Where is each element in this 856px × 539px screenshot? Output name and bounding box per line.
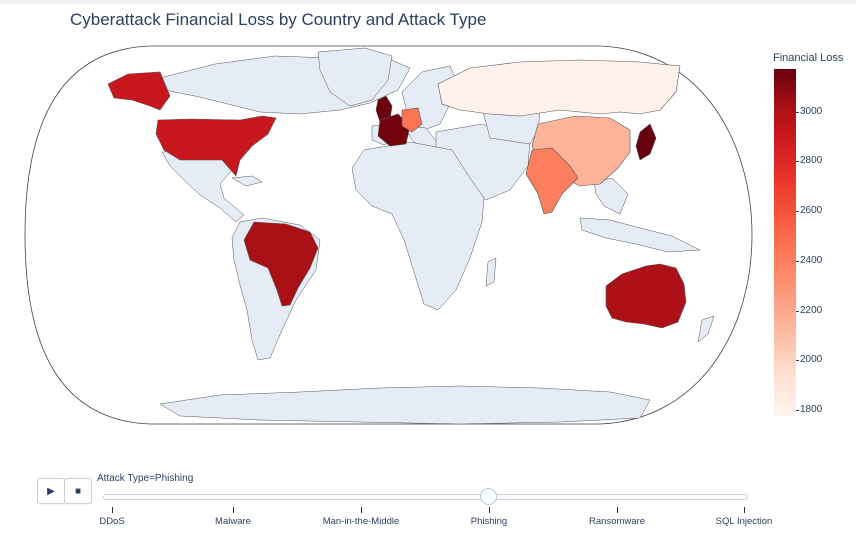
southeast-asia-land — [593, 177, 629, 215]
play-icon: ▶ — [47, 485, 55, 497]
colorbar-tick-label: 1800 — [800, 404, 823, 415]
colorbar-tick-mark — [796, 161, 799, 162]
slider-track[interactable] — [103, 494, 748, 500]
stop-button[interactable]: ■ — [64, 478, 92, 504]
chart-title: Cyberattack Financial Loss by Country an… — [70, 10, 487, 29]
indonesia-land — [579, 217, 701, 253]
slider-step-malware[interactable]: Malware — [215, 516, 251, 527]
antarctica-land — [159, 385, 651, 425]
top-divider — [0, 0, 856, 4]
colorbar-tick-label: 2800 — [800, 155, 823, 166]
colorbar-tick-mark — [796, 261, 799, 262]
slider-step-sql-injection[interactable]: SQL Injection — [715, 516, 773, 527]
slider-step-ddos[interactable]: DDoS — [99, 516, 125, 527]
colorbar-tick-mark — [796, 410, 799, 411]
country-united-states[interactable] — [107, 71, 171, 111]
country-germany[interactable] — [401, 107, 423, 133]
country-india[interactable] — [525, 147, 579, 215]
colorbar-tick-mark — [796, 112, 799, 113]
slider-step-tick — [617, 507, 618, 513]
slider-current-value: Attack Type=Phishing — [97, 473, 194, 484]
slider-step-man-in-the-middle[interactable]: Man-in-the-Middle — [322, 516, 400, 527]
slider-step-tick — [361, 507, 362, 513]
colorbar-tick-mark — [796, 311, 799, 312]
colorbar-tick-mark — [796, 211, 799, 212]
colorbar-tick-mark — [796, 360, 799, 361]
colorbar-tick-label: 2400 — [800, 255, 823, 266]
world-map[interactable] — [0, 0, 856, 470]
colorbar-title: Financial Loss — [773, 52, 844, 64]
country-russia[interactable] — [437, 59, 681, 117]
country-australia[interactable] — [605, 263, 687, 329]
slider-step-phishing[interactable]: Phishing — [470, 516, 508, 527]
greenland-land — [317, 47, 393, 107]
slider-step-tick — [489, 507, 490, 513]
country-united-states-1[interactable] — [155, 115, 277, 177]
slider-step-ransomware[interactable]: Ransomware — [589, 516, 645, 527]
africa-land — [351, 141, 485, 311]
slider-handle[interactable] — [480, 488, 497, 505]
stop-icon: ■ — [74, 485, 82, 497]
play-button[interactable]: ▶ — [37, 478, 65, 504]
caribbean-land — [231, 175, 263, 187]
slider-step-tick — [744, 507, 745, 513]
slider-step-tick — [112, 507, 113, 513]
colorbar-tick-label: 2600 — [800, 205, 823, 216]
country-japan[interactable] — [635, 123, 657, 161]
country-brazil[interactable] — [243, 221, 319, 307]
colorbar-tick-label: 2200 — [800, 305, 823, 316]
colorbar-tick-label: 3000 — [800, 106, 823, 117]
new-zealand-land — [697, 315, 715, 343]
madagascar-land — [485, 257, 497, 287]
colorbar-tick-label: 2000 — [800, 354, 823, 365]
slider-step-tick — [233, 507, 234, 513]
colorbar — [774, 69, 796, 416]
